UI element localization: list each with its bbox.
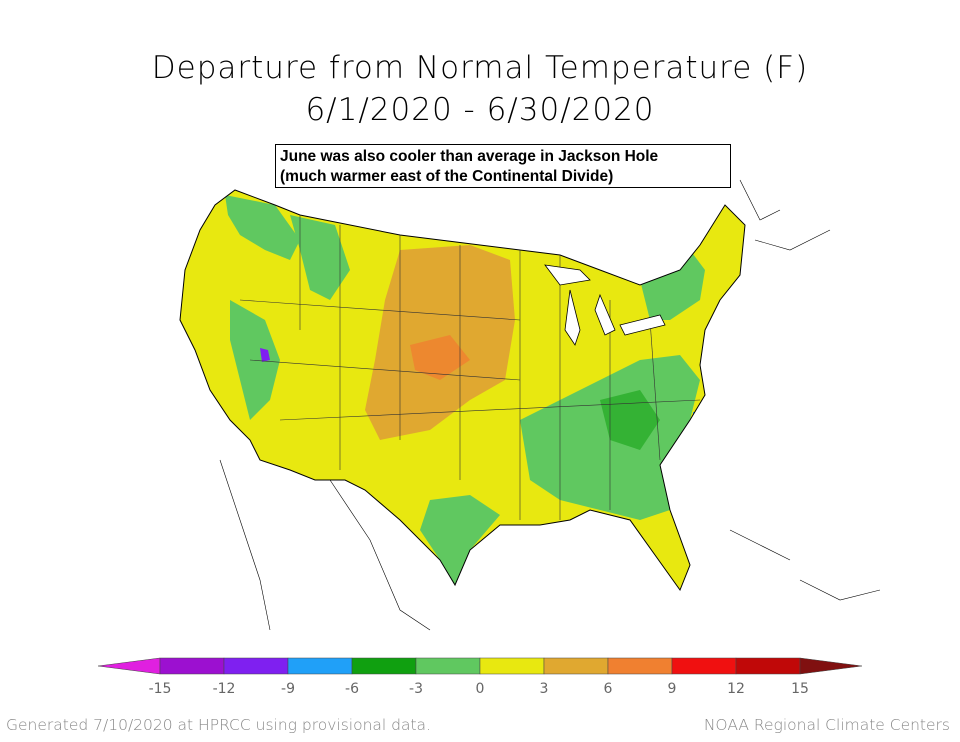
legend-tick-label: 12: [727, 681, 745, 697]
legend-bin: [607, 657, 673, 675]
annotation-box: June was also cooler than average in Jac…: [275, 144, 731, 188]
legend-tick-label: -6: [345, 681, 359, 697]
legend-bin: [479, 657, 545, 675]
legend-tick-label: -3: [409, 681, 423, 697]
legend-bin: [543, 657, 609, 675]
legend-bin: [671, 657, 737, 675]
legend-bins: [97, 657, 863, 675]
legend-tick-label: 3: [540, 681, 549, 697]
temperature-departure-map: [179, 179, 881, 631]
annotation-line-2: (much warmer east of the Continental Div…: [280, 168, 614, 185]
annotation-line-1: June was also cooler than average in Jac…: [280, 148, 659, 165]
footer-generated-note: Generated 7/10/2020 at HPRCC using provi…: [6, 716, 431, 734]
legend-bin: [223, 657, 289, 675]
legend-tick-label: 9: [668, 681, 677, 697]
legend-bin: [351, 657, 417, 675]
legend-tick-label: -9: [281, 681, 295, 697]
map-date-range: 6/1/2020 - 6/30/2020: [305, 92, 655, 128]
neighbor-borders: [219, 179, 881, 631]
legend-bin: [287, 657, 353, 675]
legend-tick-label: -12: [213, 681, 236, 697]
legend-bin: [97, 657, 161, 675]
color-legend: -15 -12 -9 -6 -3 0 3 6 9 12 15: [97, 657, 863, 697]
great-lakes: [544, 264, 666, 346]
legend-tick-label: -15: [149, 681, 172, 697]
state-boundaries: [239, 215, 701, 520]
us-outline: [179, 189, 746, 592]
legend-tick-label: 15: [791, 681, 809, 697]
footer-source: NOAA Regional Climate Centers: [703, 716, 950, 734]
legend-tick-label: 6: [604, 681, 613, 697]
legend-ticks: -15 -12 -9 -6 -3 0 3 6 9 12 15: [149, 681, 809, 697]
legend-bin: [799, 657, 863, 675]
legend-tick-label: 0: [476, 681, 485, 697]
map-title: Departure from Normal Temperature (F): [151, 50, 809, 86]
legend-bin: [159, 657, 225, 675]
legend-bin: [735, 657, 801, 675]
map-fill: [180, 190, 745, 590]
legend-bin: [415, 657, 481, 675]
